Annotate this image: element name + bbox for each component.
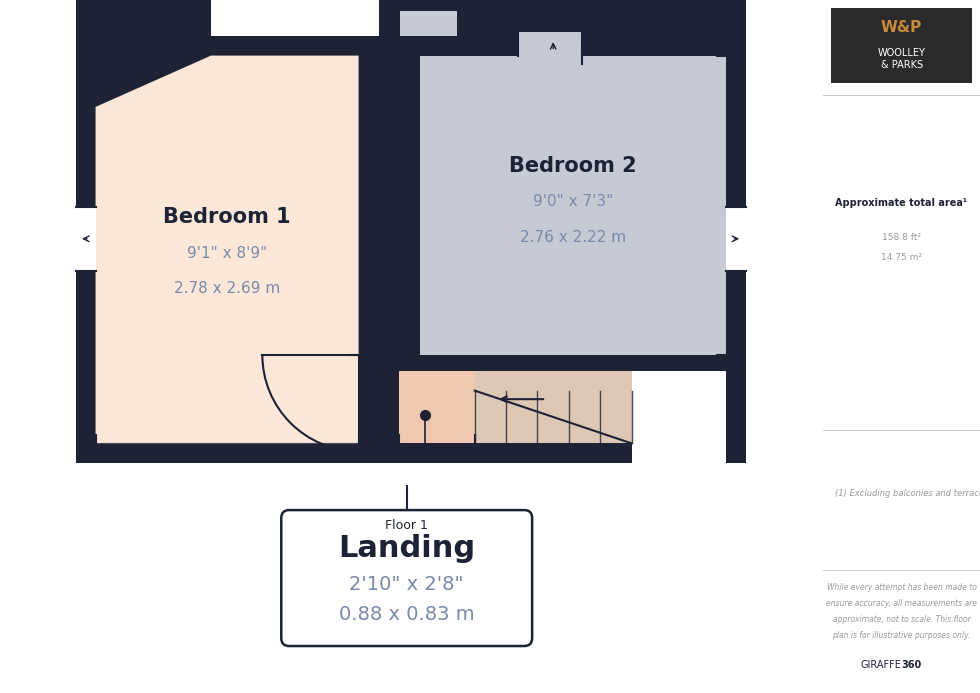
Text: Floor 1: Floor 1 bbox=[385, 518, 428, 532]
Text: 158.8 ft²: 158.8 ft² bbox=[882, 234, 921, 243]
Polygon shape bbox=[211, 0, 378, 128]
Bar bbox=[75, 207, 96, 271]
Bar bbox=[75, 0, 746, 35]
Bar bbox=[725, 207, 746, 271]
Text: Approximate total area¹: Approximate total area¹ bbox=[835, 198, 967, 208]
Text: GIRAFFE: GIRAFFE bbox=[860, 660, 902, 670]
Text: 9'1" x 8'9": 9'1" x 8'9" bbox=[187, 245, 268, 261]
Bar bbox=[517, 32, 582, 55]
Text: 9'0" x 7'3": 9'0" x 7'3" bbox=[533, 194, 612, 209]
Text: ensure accuracy, all measurements are: ensure accuracy, all measurements are bbox=[826, 599, 977, 608]
Text: Bedroom 2: Bedroom 2 bbox=[509, 156, 637, 176]
Text: approximate, not to scale. This floor: approximate, not to scale. This floor bbox=[833, 615, 970, 624]
FancyBboxPatch shape bbox=[281, 510, 532, 646]
Text: Bedroom 1: Bedroom 1 bbox=[164, 207, 291, 227]
Text: 2.76 x 2.22 m: 2.76 x 2.22 m bbox=[519, 230, 626, 245]
Bar bbox=[75, 35, 746, 464]
Text: (1) Excluding balconies and terraces: (1) Excluding balconies and terraces bbox=[835, 489, 980, 498]
Text: WOOLLEY: WOOLLEY bbox=[878, 48, 925, 58]
Bar bbox=[831, 8, 972, 83]
Text: plan is for illustrative purposes only.: plan is for illustrative purposes only. bbox=[832, 631, 971, 640]
Bar bbox=[400, 0, 457, 10]
Text: W&P: W&P bbox=[881, 21, 922, 35]
Bar bbox=[419, 55, 725, 355]
Text: & PARKS: & PARKS bbox=[881, 60, 922, 70]
Polygon shape bbox=[75, 0, 211, 35]
Bar bbox=[474, 371, 631, 444]
Text: Landing: Landing bbox=[338, 534, 475, 563]
Text: 360: 360 bbox=[902, 660, 922, 670]
Bar bbox=[400, 7, 457, 35]
Bar bbox=[211, 0, 378, 35]
Bar bbox=[399, 371, 474, 444]
Text: 2.78 x 2.69 m: 2.78 x 2.69 m bbox=[173, 281, 280, 296]
Polygon shape bbox=[96, 55, 359, 444]
Text: While every attempt has been made to: While every attempt has been made to bbox=[827, 584, 976, 593]
Text: 14.75 m²: 14.75 m² bbox=[881, 254, 922, 263]
Bar bbox=[631, 371, 725, 464]
Text: 0.88 x 0.83 m: 0.88 x 0.83 m bbox=[339, 604, 474, 624]
Text: 2'10" x 2'8": 2'10" x 2'8" bbox=[350, 574, 464, 593]
Bar bbox=[389, 20, 467, 35]
